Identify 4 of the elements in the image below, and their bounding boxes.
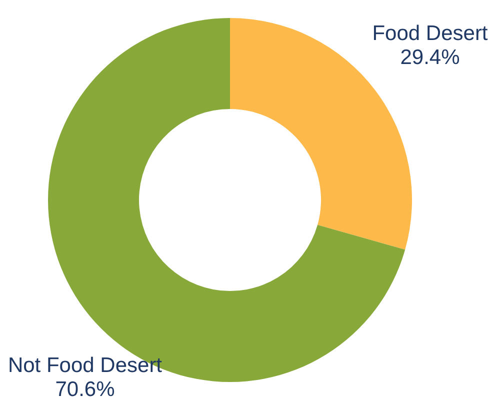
data-label: 29.4%: [400, 46, 460, 69]
data-label: 70.6%: [55, 378, 115, 401]
slice-label: Not Food Desert: [8, 354, 162, 377]
slice-label: Food Desert: [372, 22, 488, 45]
